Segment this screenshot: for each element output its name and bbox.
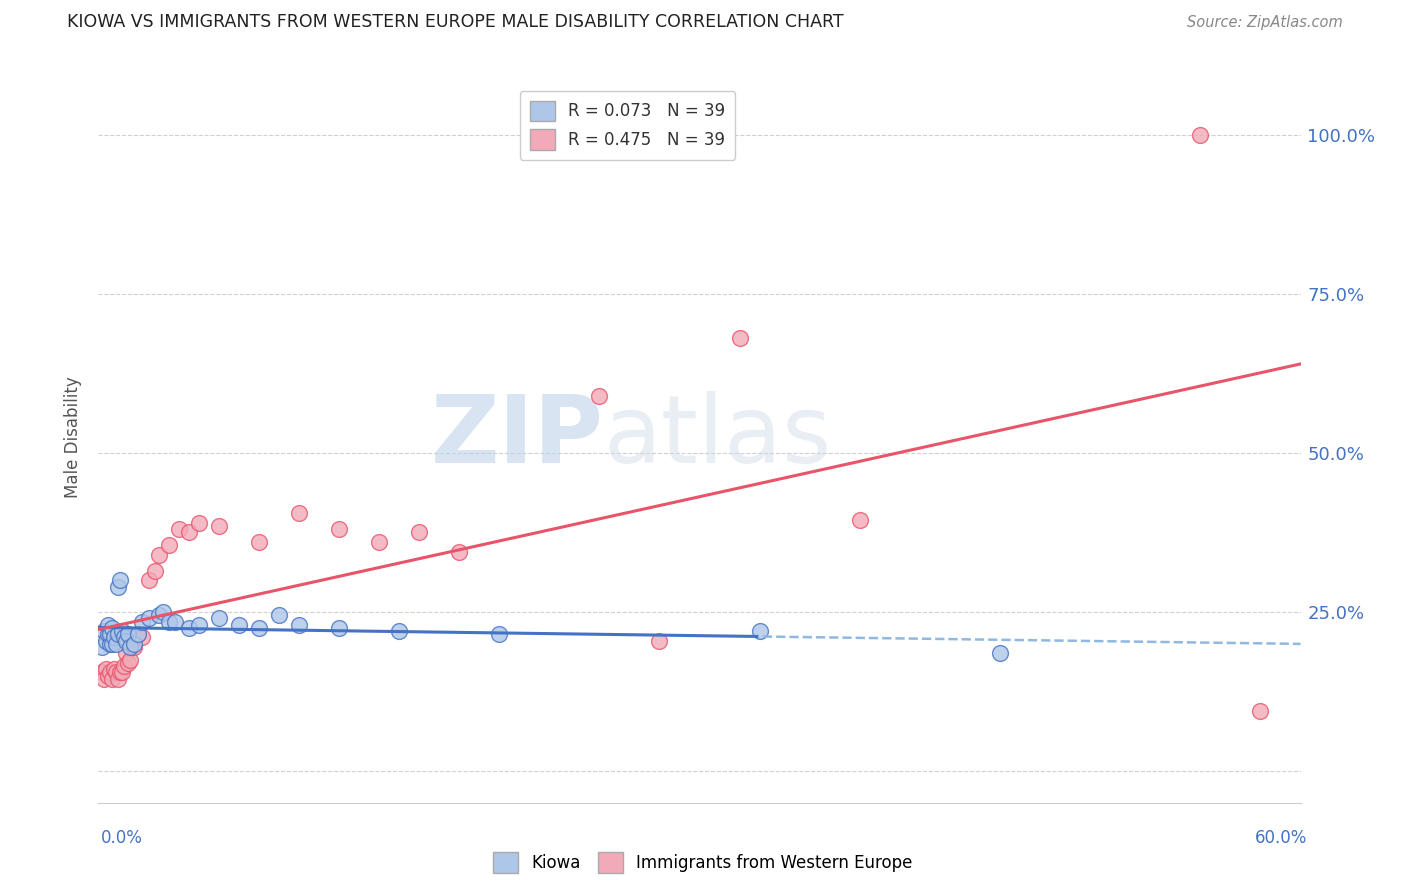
Point	[107, 627, 129, 641]
Point	[208, 519, 231, 533]
Point	[167, 522, 190, 536]
Point	[388, 624, 411, 638]
Point	[247, 535, 270, 549]
Point	[228, 617, 250, 632]
Point	[117, 627, 139, 641]
Point	[100, 637, 122, 651]
Point	[100, 665, 122, 680]
Point	[849, 513, 872, 527]
Point	[105, 665, 128, 680]
Point	[177, 621, 200, 635]
Point	[208, 611, 231, 625]
Point	[648, 633, 671, 648]
Text: Source: ZipAtlas.com: Source: ZipAtlas.com	[1187, 15, 1343, 29]
Point	[105, 637, 128, 651]
Point	[121, 637, 143, 651]
Point	[91, 665, 114, 680]
Point	[187, 516, 209, 530]
Point	[124, 640, 146, 654]
Y-axis label: Male Disability: Male Disability	[65, 376, 83, 498]
Point	[115, 633, 138, 648]
Legend: Kiowa, Immigrants from Western Europe: Kiowa, Immigrants from Western Europe	[486, 846, 920, 880]
Point	[120, 653, 142, 667]
Point	[328, 522, 350, 536]
Point	[128, 627, 150, 641]
Point	[1250, 704, 1272, 718]
Point	[488, 627, 510, 641]
Text: atlas: atlas	[603, 391, 831, 483]
Point	[148, 548, 170, 562]
Point	[91, 640, 114, 654]
Point	[1189, 128, 1212, 142]
Point	[247, 621, 270, 635]
Point	[97, 627, 120, 641]
Point	[408, 525, 430, 540]
Point	[111, 665, 134, 680]
Point	[103, 662, 125, 676]
Point	[115, 646, 138, 660]
Point	[110, 665, 132, 680]
Point	[101, 672, 124, 686]
Text: 60.0%: 60.0%	[1256, 829, 1308, 847]
Point	[96, 633, 118, 648]
Point	[107, 580, 129, 594]
Point	[143, 564, 166, 578]
Point	[117, 656, 139, 670]
Point	[101, 637, 124, 651]
Point	[101, 621, 124, 635]
Point	[728, 331, 751, 345]
Point	[120, 640, 142, 654]
Text: 0.0%: 0.0%	[101, 829, 143, 847]
Point	[111, 624, 134, 638]
Point	[97, 668, 120, 682]
Point	[148, 608, 170, 623]
Point	[157, 615, 180, 629]
Point	[124, 637, 146, 651]
Point	[128, 627, 150, 641]
Point	[288, 507, 311, 521]
Point	[988, 646, 1011, 660]
Point	[177, 525, 200, 540]
Point	[114, 631, 136, 645]
Point	[107, 672, 129, 686]
Legend: R = 0.073   N = 39, R = 0.475   N = 39: R = 0.073 N = 39, R = 0.475 N = 39	[520, 91, 735, 160]
Point	[157, 538, 180, 552]
Point	[328, 621, 350, 635]
Point	[131, 631, 153, 645]
Point	[97, 617, 120, 632]
Text: KIOWA VS IMMIGRANTS FROM WESTERN EUROPE MALE DISABILITY CORRELATION CHART: KIOWA VS IMMIGRANTS FROM WESTERN EUROPE …	[67, 12, 844, 30]
Point	[93, 624, 115, 638]
Point	[138, 611, 160, 625]
Point	[138, 573, 160, 587]
Text: ZIP: ZIP	[430, 391, 603, 483]
Point	[447, 544, 470, 558]
Point	[187, 617, 209, 632]
Point	[288, 617, 311, 632]
Point	[163, 615, 186, 629]
Point	[103, 631, 125, 645]
Point	[114, 659, 136, 673]
Point	[267, 608, 290, 623]
Point	[96, 662, 118, 676]
Point	[93, 672, 115, 686]
Point	[152, 605, 174, 619]
Point	[748, 624, 770, 638]
Point	[368, 535, 391, 549]
Point	[110, 573, 132, 587]
Point	[100, 627, 122, 641]
Point	[588, 389, 610, 403]
Point	[131, 615, 153, 629]
